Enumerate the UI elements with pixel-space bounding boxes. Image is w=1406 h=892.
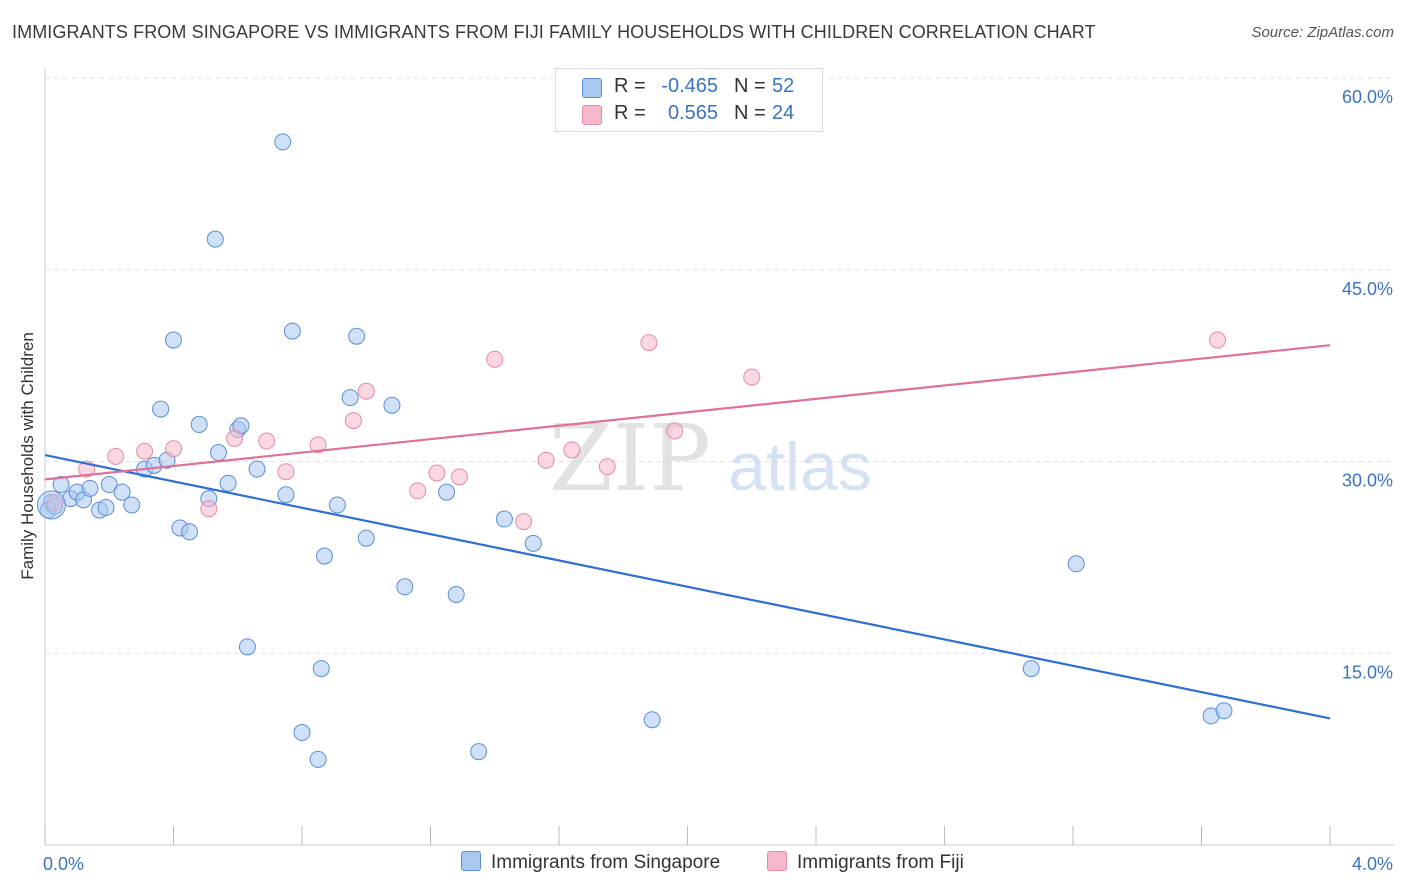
stats-swatch-fiji [582, 105, 602, 125]
point-singapore [97, 499, 115, 517]
trendline-singapore [44, 454, 1331, 720]
watermark-atlas: atlas [728, 429, 872, 505]
point-singapore [206, 230, 224, 248]
legend-swatch-singapore [461, 851, 481, 871]
point-fiji [563, 441, 581, 459]
point-singapore [152, 400, 170, 418]
stats-row-singapore: R = -0.465 N = 52 [556, 75, 822, 99]
legend-label-singapore: Immigrants from Singapore [491, 852, 721, 873]
y-tick-label: 15.0% [1342, 662, 1393, 682]
point-singapore [447, 585, 465, 603]
point-fiji [165, 440, 182, 458]
legend-swatch-fiji [767, 851, 787, 871]
stats-n-label: N = [734, 75, 766, 97]
point-fiji [277, 463, 295, 481]
point-singapore [274, 133, 292, 151]
point-singapore [248, 460, 266, 478]
point-singapore [113, 483, 131, 501]
point-fiji [598, 458, 616, 476]
stats-swatch-singapore [582, 78, 602, 98]
point-fiji [309, 436, 327, 454]
stats-box: R = -0.465 N = 52 R = 0.565 N = 24 [555, 68, 823, 132]
point-singapore [1022, 660, 1040, 678]
x-tick-label: 4.0% [1352, 854, 1393, 874]
stats-n-value: 52 [772, 75, 795, 97]
point-singapore [1215, 702, 1233, 720]
point-fiji [515, 513, 533, 531]
point-fiji [200, 500, 218, 518]
point-singapore [181, 523, 199, 541]
x-tick-label: 0.0% [43, 854, 84, 874]
point-fiji [107, 447, 125, 465]
point-fiji [537, 451, 555, 469]
point-fiji [344, 412, 362, 430]
point-singapore [341, 389, 359, 407]
watermark-zip: ZIP [549, 405, 711, 512]
point-singapore [100, 476, 118, 494]
point-singapore [1067, 555, 1085, 573]
point-singapore [348, 327, 366, 345]
stats-r-label: R = [614, 102, 646, 124]
point-singapore [283, 322, 301, 340]
point-singapore [328, 496, 346, 514]
point-singapore [312, 660, 330, 678]
y-tick-label: 30.0% [1342, 471, 1393, 491]
point-singapore [315, 547, 333, 565]
point-singapore [524, 534, 542, 552]
point-fiji [486, 350, 504, 368]
point-fiji [357, 382, 375, 400]
point-fiji [743, 368, 761, 386]
chart-title: IMMIGRANTS FROM SINGAPORE VS IMMIGRANTS … [12, 22, 1096, 42]
legend-item-singapore[interactable]: Immigrants from Singapore [461, 851, 720, 874]
point-fiji [226, 429, 244, 447]
point-singapore [123, 496, 141, 514]
point-singapore [293, 724, 311, 742]
stats-n-value: 24 [772, 102, 795, 124]
point-singapore [238, 638, 256, 656]
y-tick-label: 45.0% [1342, 279, 1393, 299]
point-singapore [396, 578, 414, 596]
point-singapore [309, 750, 327, 768]
point-fiji [1209, 331, 1227, 349]
legend-item-fiji[interactable]: Immigrants from Fiji [767, 851, 964, 874]
stats-r-label: R = [614, 75, 646, 97]
point-singapore [495, 510, 513, 528]
legend-label-fiji: Immigrants from Fiji [797, 852, 964, 873]
point-singapore [209, 444, 227, 462]
point-singapore [165, 331, 182, 349]
y-tick-label: 60.0% [1342, 87, 1393, 107]
point-fiji [640, 334, 658, 352]
point-singapore [81, 479, 99, 497]
point-singapore [52, 476, 70, 494]
point-singapore [357, 529, 375, 547]
point-singapore [438, 483, 456, 501]
stats-r-value: -0.465 [661, 75, 718, 97]
point-singapore [219, 474, 237, 492]
point-fiji [666, 422, 684, 440]
point-singapore [190, 415, 208, 433]
point-singapore-cluster [36, 490, 66, 520]
trendline-fiji [44, 344, 1331, 481]
point-fiji [428, 464, 446, 482]
point-singapore [383, 396, 401, 414]
point-fiji [450, 468, 468, 486]
source-label: Source: ZipAtlas.com [1251, 24, 1394, 41]
stats-row-fiji: R = 0.565 N = 24 [556, 102, 822, 126]
point-fiji [258, 432, 276, 450]
point-fiji [136, 442, 154, 460]
point-singapore [277, 486, 295, 504]
point-fiji [409, 482, 427, 500]
stats-r-value: 0.565 [667, 102, 718, 124]
point-singapore [643, 711, 661, 729]
stats-n-label: N = [734, 102, 766, 124]
point-singapore [470, 743, 488, 761]
